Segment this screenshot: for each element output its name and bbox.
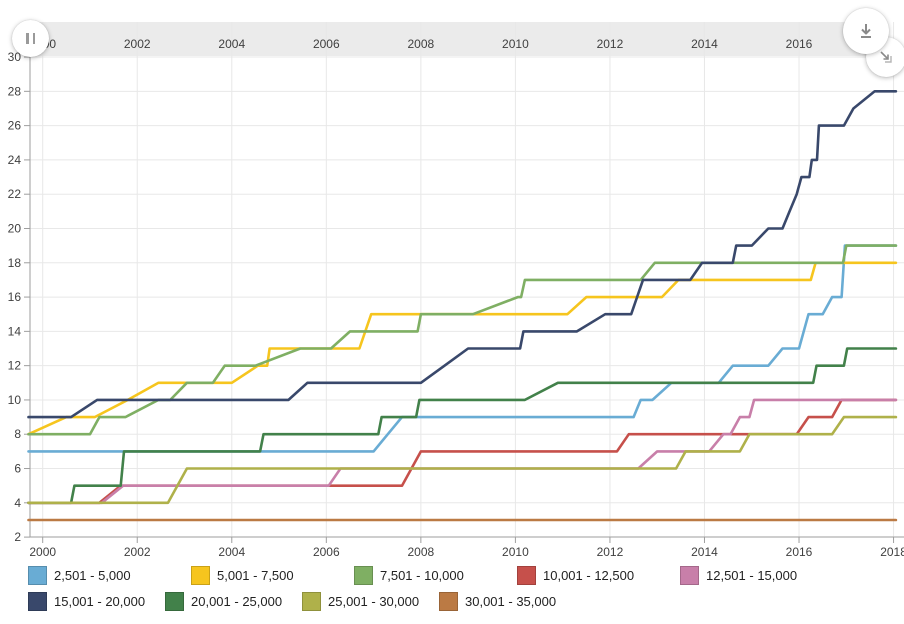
x-tick-label: 2006 [313, 545, 340, 559]
y-tick-label: 16 [8, 290, 22, 304]
legend-swatch-7 [302, 592, 321, 611]
timeline-year-label: 2008 [408, 37, 435, 51]
y-tick-label: 24 [8, 153, 22, 167]
y-tick-label: 22 [8, 187, 22, 201]
y-tick-label: 18 [8, 256, 22, 270]
legend-item-6[interactable]: 20,001 - 25,000 [165, 592, 302, 611]
y-tick-label: 20 [8, 221, 22, 235]
legend-swatch-8 [439, 592, 458, 611]
timeline-year-label: 2004 [218, 37, 245, 51]
legend-item-5[interactable]: 15,001 - 20,000 [28, 592, 165, 611]
series-line-5[interactable] [27, 90, 898, 419]
pause-icon [26, 33, 29, 44]
x-tick-label: 2012 [597, 545, 624, 559]
series-line-4[interactable] [27, 398, 898, 505]
x-tick-label: 2018 [880, 545, 904, 559]
expand-corner-icon [880, 51, 892, 63]
pause-button[interactable] [12, 20, 49, 57]
legend-label-8: 30,001 - 35,000 [465, 594, 557, 609]
legend-label-3: 10,001 - 12,500 [543, 568, 635, 583]
legend-swatch-1 [191, 566, 210, 585]
y-tick-label: 12 [8, 359, 22, 373]
y-tick-label: 30 [8, 50, 22, 64]
legend-label-2: 7,501 - 10,000 [380, 568, 464, 583]
download-button[interactable] [843, 8, 889, 54]
legend-item-7[interactable]: 25,001 - 30,000 [302, 592, 439, 611]
legend-swatch-0 [28, 566, 47, 585]
series-line-7[interactable] [27, 415, 898, 505]
legend-swatch-6 [165, 592, 184, 611]
legend-swatch-5 [28, 592, 47, 611]
x-tick-label: 2000 [29, 545, 56, 559]
series-line-6[interactable] [27, 347, 898, 505]
legend-item-4[interactable]: 12,501 - 15,000 [680, 566, 843, 585]
x-tick-label: 2010 [502, 545, 529, 559]
download-icon [861, 24, 871, 38]
series-line-1[interactable] [27, 261, 898, 436]
timeline-year-label: 2014 [691, 37, 718, 51]
y-tick-label: 2 [14, 530, 21, 544]
y-tick-label: 14 [8, 324, 22, 338]
timeline-year-label: 2016 [786, 37, 813, 51]
timeline-year-label: 2010 [502, 37, 529, 51]
legend-label-0: 2,501 - 5,000 [54, 568, 131, 583]
y-tick-label: 4 [14, 496, 21, 510]
legend-item-1[interactable]: 5,001 - 7,500 [191, 566, 354, 585]
pause-icon [32, 33, 35, 44]
legend-label-7: 25,001 - 30,000 [328, 594, 420, 609]
legend-label-6: 20,001 - 25,000 [191, 594, 283, 609]
y-tick-label: 28 [8, 84, 22, 98]
legend-row-2: 15,001 - 20,000 20,001 - 25,000 25,001 - 3… [0, 592, 904, 611]
legend-swatch-3 [517, 566, 536, 585]
timeline-band[interactable] [30, 22, 885, 56]
chart-legend: 2,501 - 5,000 5,001 - 7,500 7,501 - 10,000… [0, 566, 904, 618]
y-tick-label: 26 [8, 119, 22, 133]
legend-swatch-4 [680, 566, 699, 585]
x-tick-label: 2014 [691, 545, 718, 559]
timeline-year-label: 2012 [597, 37, 624, 51]
y-tick-label: 6 [14, 462, 21, 476]
x-tick-label: 2008 [408, 545, 435, 559]
timeline-year-label: 2002 [124, 37, 151, 51]
legend-swatch-2 [354, 566, 373, 585]
legend-label-5: 15,001 - 20,000 [54, 594, 146, 609]
series-line-2[interactable] [27, 244, 898, 436]
legend-item-2[interactable]: 7,501 - 10,000 [354, 566, 517, 585]
legend-row-1: 2,501 - 5,000 5,001 - 7,500 7,501 - 10,000… [0, 566, 904, 585]
x-tick-label: 2002 [124, 545, 151, 559]
timeline-year-label: 2006 [313, 37, 340, 51]
x-tick-label: 2016 [786, 545, 813, 559]
y-tick-label: 8 [14, 427, 21, 441]
series-line-0[interactable] [27, 244, 898, 453]
legend-item-3[interactable]: 10,001 - 12,500 [517, 566, 680, 585]
legend-item-0[interactable]: 2,501 - 5,000 [28, 566, 191, 585]
series-line-3[interactable] [27, 398, 898, 505]
legend-label-4: 12,501 - 15,000 [706, 568, 798, 583]
legend-item-8[interactable]: 30,001 - 35,000 [439, 592, 576, 611]
y-tick-label: 10 [8, 393, 22, 407]
legend-label-1: 5,001 - 7,500 [217, 568, 294, 583]
x-tick-label: 2004 [218, 545, 245, 559]
